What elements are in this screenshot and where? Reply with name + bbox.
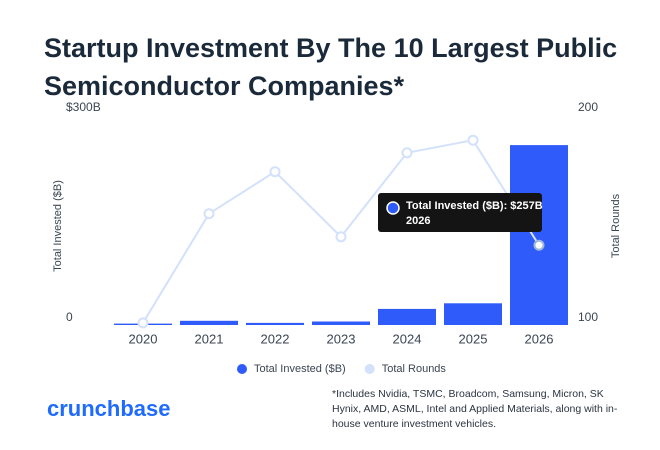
x-tick-label: 2021 (195, 331, 224, 346)
x-tick-label: 2023 (327, 331, 356, 346)
tooltip: Total Invested ($B): $257B 2026 (378, 193, 543, 232)
legend-swatch (364, 364, 375, 374)
tooltip-category: 2026 (406, 215, 430, 227)
y-axis-label: Total Invested ($B) (52, 180, 64, 272)
line-point (401, 147, 413, 159)
bar (444, 303, 502, 325)
legend-label: Total Rounds (382, 363, 447, 375)
legend-label: Total Invested ($B) (254, 363, 346, 375)
bar (378, 308, 436, 325)
line-point (533, 239, 545, 251)
y2-tick-label: 100 (578, 310, 598, 324)
bar (510, 145, 568, 325)
legend-swatch (237, 364, 247, 374)
x-tick-label: 2022 (261, 331, 290, 346)
tooltip-swatch (386, 201, 400, 215)
x-tick-label: 2024 (393, 331, 422, 346)
y-tick-label: 0 (66, 310, 73, 324)
line-point (335, 231, 347, 243)
bar (312, 321, 370, 325)
x-tick-label: 2020 (129, 331, 158, 346)
brand-logo: crunchbase (47, 396, 171, 421)
tooltip-box (378, 193, 542, 232)
x-tick-label: 2025 (459, 331, 488, 346)
bar (246, 322, 304, 325)
y-tick-label: $300B (66, 100, 101, 114)
bar (180, 320, 238, 325)
x-tick-label: 2026 (525, 331, 554, 346)
line-point (137, 317, 149, 329)
y2-axis-label: Total Rounds (610, 193, 622, 258)
line-point (467, 134, 479, 146)
line-point (269, 166, 281, 178)
chart-title: Startup Investment By The 10 Largest Pub… (44, 33, 617, 101)
tooltip-text: Total Invested ($B): $257B (406, 200, 543, 212)
footnote: *Includes Nvidia, TSMC, Broadcom, Samsun… (332, 388, 618, 430)
y2-tick-label: 200 (578, 100, 598, 114)
line-point (203, 208, 215, 220)
